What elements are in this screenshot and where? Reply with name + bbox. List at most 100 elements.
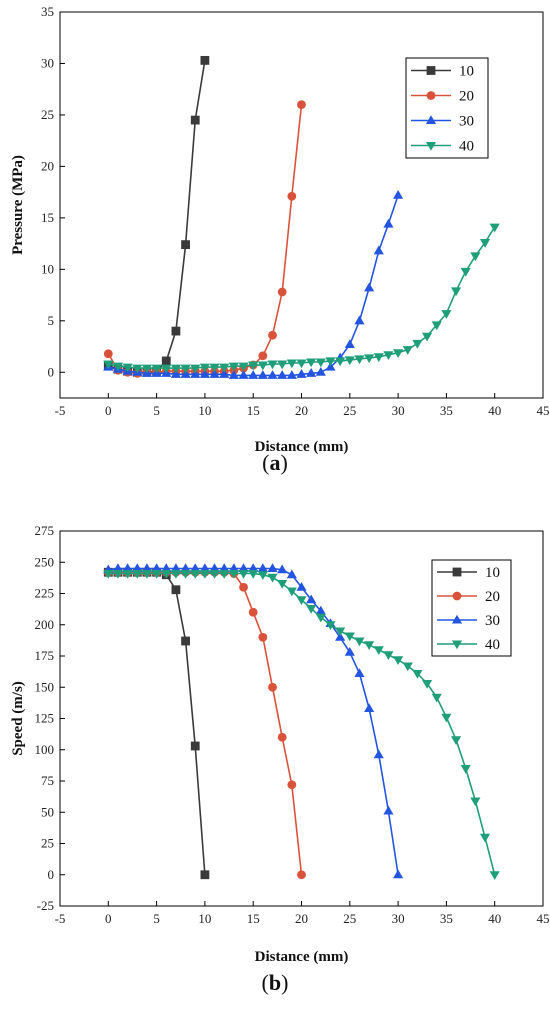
x-tick-label: 15 [247,403,260,418]
marker-triangle-down [228,569,239,579]
x-tick-label: 45 [537,911,550,926]
marker-triangle-down [460,764,471,774]
y-tick-label: 25 [41,836,54,851]
chart-panel-b: -5 0 5 10 15 20 25 30 35 40 45 -25 0 25 50 75 100 125 150 1… [10,523,550,995]
marker-triangle-down [335,627,346,637]
marker-square [200,870,210,880]
marker-triangle-down [344,632,355,642]
marker-square [181,636,190,646]
y-tick-label: 0 [48,867,55,882]
x-tick-label: 30 [392,911,405,926]
marker-triangle-up [344,339,355,348]
marker-triangle-down [238,569,249,579]
x-tick-label: 20 [295,911,308,926]
marker-triangle-down [199,363,210,373]
marker-triangle-down [286,587,297,597]
marker-triangle-up [219,563,230,573]
marker-triangle-down [180,364,191,374]
marker-circle [277,287,287,297]
marker-triangle-up [151,563,162,573]
marker-circle [258,351,268,361]
series-10 [103,567,210,880]
marker-triangle-down [402,662,413,672]
marker-triangle-down [354,355,365,365]
marker-triangle-down [412,669,423,679]
marker-triangle-up [132,563,143,573]
marker-triangle-up [248,370,259,379]
y-tick-label: 25 [41,107,54,122]
marker-triangle-down [325,621,336,631]
marker-triangle-up [248,563,259,573]
marker-triangle-down [383,651,394,661]
marker-triangle-up [306,594,317,604]
marker-triangle-up [199,369,210,378]
marker-triangle-down [393,349,404,358]
y-tick-label: 15 [41,210,54,225]
marker-triangle-down [431,693,442,703]
marker-square [426,66,436,75]
series-30 [103,563,404,879]
marker-triangle-up [170,563,181,573]
marker-triangle-up [325,361,336,371]
marker-triangle-down [257,361,268,371]
marker-triangle-down [296,596,307,606]
x-tick-label: 40 [488,403,501,418]
y-tick-label: 20 [41,158,54,173]
marker-square [190,741,200,751]
marker-triangle-down [122,569,133,579]
legend-label: 40 [485,637,500,653]
marker-triangle-down [151,364,162,374]
marker-triangle-up [277,370,288,379]
panel-label: (b) [262,970,289,995]
series-line [108,571,206,875]
marker-triangle-down [190,569,201,579]
marker-square [171,585,181,595]
marker-triangle-down [489,223,500,233]
marker-triangle-down [141,364,152,374]
marker-triangle-up [451,614,463,624]
marker-triangle-up [170,369,181,378]
x-tick-label: -5 [55,403,66,418]
series-40 [103,569,500,881]
series-line [108,60,206,374]
marker-triangle-down [190,364,201,374]
marker-triangle-down [238,362,249,372]
marker-triangle-down [393,656,404,666]
marker-triangle-down [470,252,481,262]
marker-triangle-up [383,218,394,228]
marker-triangle-down [373,353,384,363]
marker-triangle-down [141,569,152,579]
marker-triangle-up [209,369,220,378]
marker-triangle-down [199,569,210,579]
y-tick-label: 175 [35,648,55,663]
series-line [108,571,303,875]
marker-triangle-up [257,563,268,573]
marker-triangle-down [364,641,375,651]
x-tick-label: 0 [105,403,112,418]
y-tick-label: 35 [41,4,54,19]
series-30 [103,189,404,379]
marker-triangle-down [373,646,384,656]
marker-triangle-up [267,370,278,379]
x-axis-label: Distance (mm) [255,439,349,455]
marker-triangle-down [315,358,326,368]
legend-frame [405,57,489,159]
marker-circle [277,732,287,742]
marker-triangle-down [209,569,220,579]
marker-triangle-down [422,332,433,342]
marker-triangle-down [209,363,220,373]
x-tick-label: 40 [488,911,501,926]
x-axis-label: Distance (mm) [255,949,349,965]
x-tick-label: 25 [343,403,356,418]
marker-square [181,240,190,250]
legend-label: 30 [459,114,474,130]
series-line [108,226,496,369]
marker-triangle-down [431,321,442,331]
marker-triangle-down [460,267,471,277]
y-axis-label: Speed (m/s) [10,681,26,756]
marker-circle [268,330,277,340]
marker-triangle-up [364,703,375,713]
marker-triangle-up [306,368,317,377]
marker-triangle-down [219,569,230,579]
marker-triangle-down [103,360,114,370]
